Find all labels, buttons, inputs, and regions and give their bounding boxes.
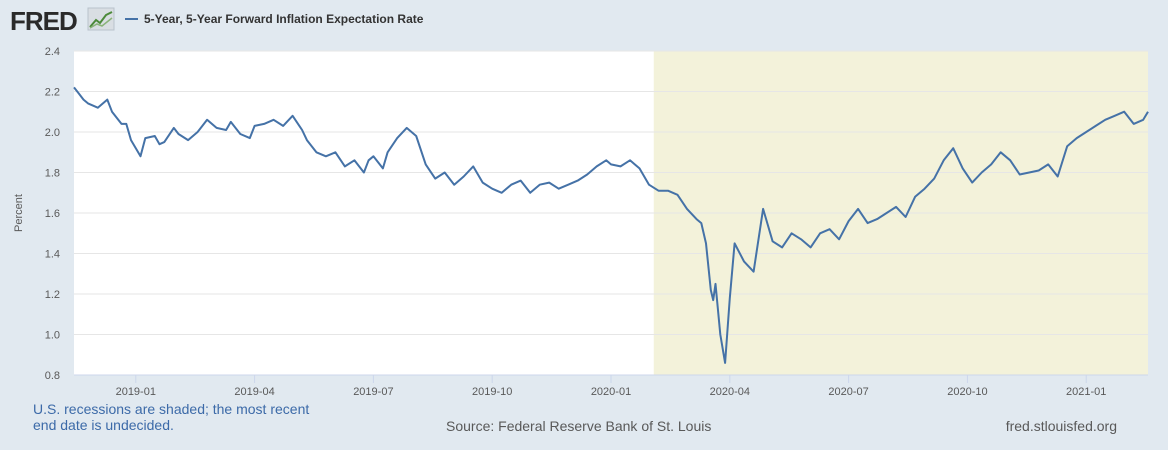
legend-label[interactable]: 5-Year, 5-Year Forward Inflation Expecta… <box>144 12 424 26</box>
x-axis-ticks: 2019-01 2019-04 2019-07 2019-10 2020-01 2020-… <box>116 375 1106 398</box>
y-tick-label: 1.4 <box>45 249 60 261</box>
recession-note-line2: end date is undecided. <box>33 417 174 433</box>
x-tick-label: 2019-10 <box>472 386 512 398</box>
y-tick-label: 0.8 <box>45 370 60 382</box>
y-tick-label: 1.6 <box>45 208 60 220</box>
chart-line-icon <box>87 7 115 31</box>
x-tick-label: 2020-07 <box>828 386 868 398</box>
y-tick-label: 2.2 <box>45 87 60 99</box>
y-tick-label: 2.4 <box>45 46 60 58</box>
source-text: Source: Federal Reserve Bank of St. Loui… <box>446 418 712 434</box>
y-tick-label: 1.0 <box>45 330 60 342</box>
y-tick-label: 1.2 <box>45 289 60 301</box>
x-tick-label: 2020-01 <box>591 386 631 398</box>
y-axis-title: Percent <box>13 194 25 232</box>
x-tick-label: 2020-04 <box>710 386 750 398</box>
plot-area: 0.81.01.21.41.61.82.02.22.4 2019-01 2019-… <box>13 46 1149 398</box>
x-tick-label: 2020-10 <box>947 386 987 398</box>
x-tick-label: 2019-01 <box>116 386 156 398</box>
recession-note: U.S. recessions are shaded; the most rec… <box>33 401 333 433</box>
fred-logo-text[interactable]: FRED <box>10 6 78 36</box>
x-tick-label: 2021-01 <box>1066 386 1106 398</box>
chart-header: FRED 5-Year, 5-Year Forward Inflation Ex… <box>10 6 424 36</box>
y-tick-label: 1.8 <box>45 168 60 180</box>
fred-url-link[interactable]: fred.stlouisfed.org <box>1005 418 1117 434</box>
x-tick-label: 2019-04 <box>234 386 274 398</box>
series-line[interactable] <box>73 86 1149 364</box>
x-tick-label: 2019-07 <box>353 386 393 398</box>
recession-note-line1: U.S. recessions are shaded; the most rec… <box>33 401 310 417</box>
y-tick-label: 2.0 <box>45 127 60 139</box>
y-axis-ticks: 0.8 1.0 1.2 1.4 1.6 1.8 2.0 2.2 2.4 <box>45 46 60 382</box>
